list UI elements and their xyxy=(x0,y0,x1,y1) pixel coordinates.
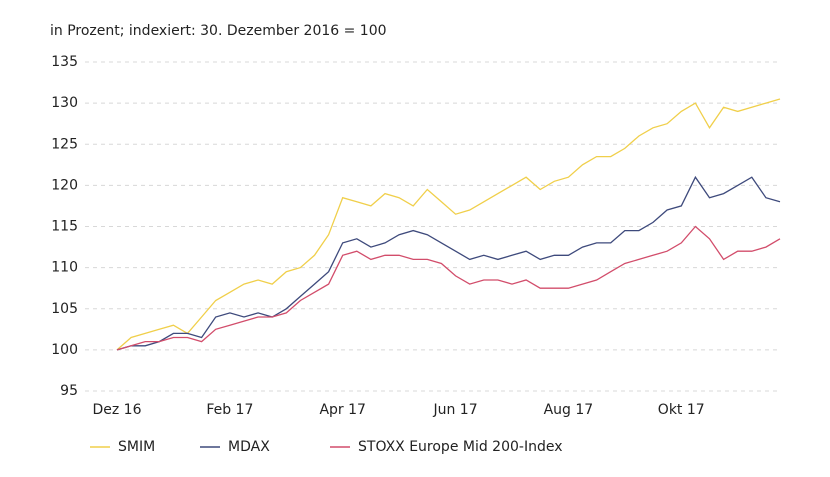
x-tick-label: Okt 17 xyxy=(658,402,705,418)
x-tick-label: Feb 17 xyxy=(206,402,253,418)
y-tick-label: 120 xyxy=(51,177,78,193)
chart-subtitle: in Prozent; indexiert: 30. Dezember 2016… xyxy=(50,23,387,39)
x-tick-label: Aug 17 xyxy=(544,402,594,418)
x-tick-label: Jun 17 xyxy=(432,402,477,418)
y-tick-label: 110 xyxy=(51,260,78,276)
legend-label: STOXX Europe Mid 200-Index xyxy=(358,439,563,455)
legend-label: SMIM xyxy=(118,439,155,455)
y-tick-label: 95 xyxy=(60,383,78,399)
y-tick-label: 100 xyxy=(51,342,78,358)
y-tick-label: 105 xyxy=(51,301,78,317)
y-tick-label: 130 xyxy=(51,95,78,111)
legend-label: MDAX xyxy=(228,439,270,455)
x-tick-label: Dez 16 xyxy=(92,402,141,418)
y-tick-label: 115 xyxy=(51,219,78,235)
series-line xyxy=(116,175,781,351)
series-line xyxy=(116,98,781,351)
x-tick-label: Apr 17 xyxy=(319,402,365,418)
series-line xyxy=(116,225,781,351)
y-tick-label: 135 xyxy=(51,54,78,70)
y-tick-label: 125 xyxy=(51,136,78,152)
